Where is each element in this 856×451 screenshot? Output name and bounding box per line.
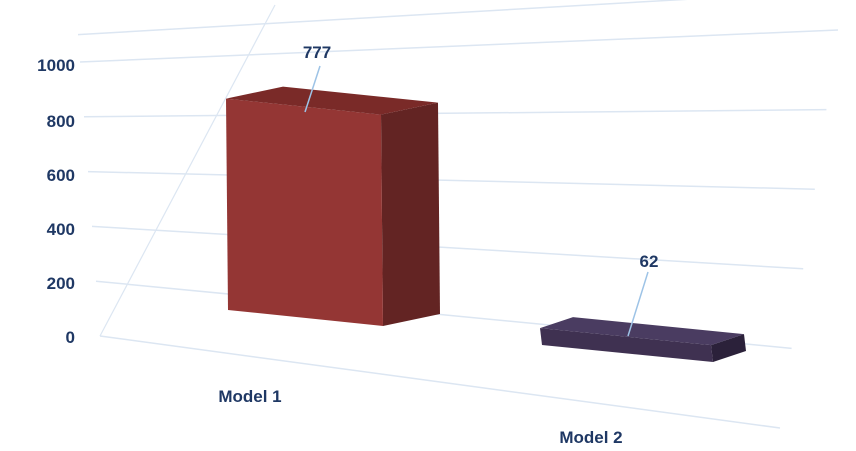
gridline — [77, 0, 688, 36]
gridline — [99, 335, 781, 429]
bar-model-1-top — [226, 86, 438, 115]
gridline — [83, 108, 827, 118]
bar-model-2 — [540, 328, 713, 362]
x-axis-categories: Model 1 Model 2 — [218, 387, 622, 447]
data-label-model-2: 62 — [640, 252, 659, 271]
data-label-model-1: 777 — [303, 43, 331, 62]
category-label-model-2: Model 2 — [559, 428, 622, 447]
y-tick-label: 1000 — [37, 56, 75, 75]
gridline — [91, 225, 804, 270]
bars — [226, 86, 746, 362]
gridline — [87, 170, 815, 190]
gridline — [79, 29, 839, 63]
y-tick-label: 400 — [47, 220, 75, 239]
bar-model-2-top — [540, 317, 744, 346]
side-wall-edge — [99, 4, 276, 337]
data-label-leader — [627, 271, 649, 337]
y-tick-label: 0 — [66, 328, 75, 347]
category-label-model-1: Model 1 — [218, 387, 281, 406]
y-tick-label: 600 — [47, 166, 75, 185]
bar-model-1 — [226, 98, 383, 326]
data-labels: 777 62 — [303, 43, 659, 337]
gridlines — [77, 0, 839, 429]
y-tick-label: 800 — [47, 112, 75, 131]
bar-model-2-side — [711, 334, 746, 362]
y-tick-label: 200 — [47, 274, 75, 293]
bar-model-1-side — [381, 102, 440, 326]
data-label-leader — [304, 65, 321, 113]
y-axis-ticks: 0 200 400 600 800 1000 — [37, 56, 75, 347]
